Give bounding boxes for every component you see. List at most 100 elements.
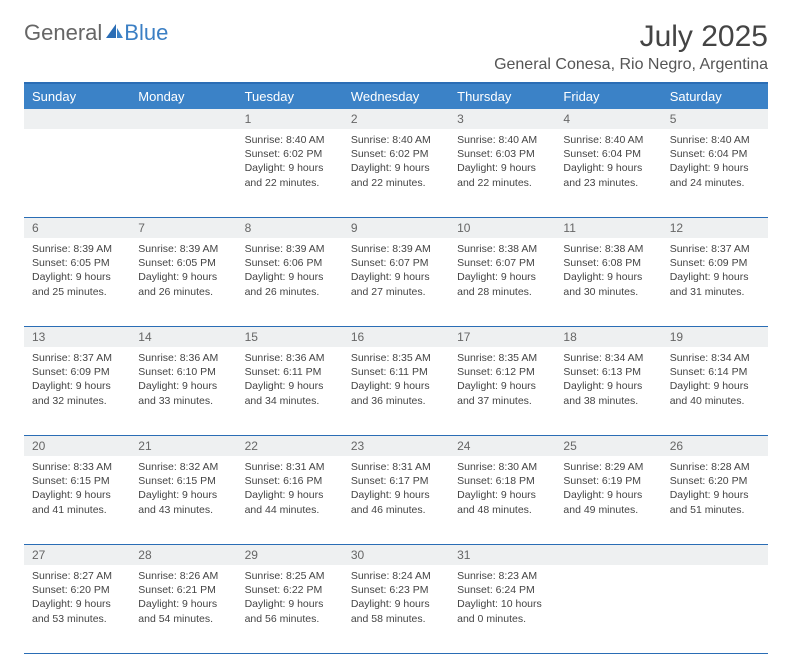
day-cell: Sunrise: 8:35 AMSunset: 6:12 PMDaylight:… <box>449 347 555 436</box>
day-number: 31 <box>449 545 555 566</box>
day1-text: Daylight: 9 hours <box>670 270 760 284</box>
day2-text: and 22 minutes. <box>351 176 441 190</box>
week-row: Sunrise: 8:39 AM Sunset: 6:05 PM Daylight:… <box>24 238 768 327</box>
sunset-text: Sunset: 6:05 PM <box>32 256 122 270</box>
day-cell: Sunrise: 8:40 AMSunset: 6:03 PMDaylight:… <box>449 129 555 218</box>
sunrise-text: Sunrise: 8:36 AM <box>245 351 335 365</box>
day1-text: Daylight: 9 hours <box>457 161 547 175</box>
day1-text: Daylight: 10 hours <box>457 597 547 611</box>
day-number: 15 <box>237 327 343 348</box>
day2-text: and 36 minutes. <box>351 394 441 408</box>
day-cell: Sunrise: 8:38 AMSunset: 6:07 PMDaylight:… <box>449 238 555 327</box>
sunset-text: Sunset: 6:06 PM <box>245 256 335 270</box>
day-cell: Sunrise: 8:34 AMSunset: 6:13 PMDaylight:… <box>555 347 661 436</box>
day-number: 6 <box>24 218 130 239</box>
sunrise-text: Sunrise: 8:40 AM <box>457 133 547 147</box>
logo-text-blue: Blue <box>124 20 168 46</box>
weekday-header: Wednesday <box>343 83 449 109</box>
day-number: 29 <box>237 545 343 566</box>
day2-text: and 27 minutes. <box>351 285 441 299</box>
day2-text: and 32 minutes. <box>32 394 122 408</box>
sunset-text: Sunset: 6:09 PM <box>670 256 760 270</box>
day-cell: Sunrise: 8:37 AMSunset: 6:09 PMDaylight:… <box>24 347 130 436</box>
sunset-text: Sunset: 6:07 PM <box>351 256 441 270</box>
day-number-row: 2728293031 <box>24 545 768 566</box>
sunset-text: Sunset: 6:22 PM <box>245 583 335 597</box>
logo-text-general: General <box>24 20 102 46</box>
day1-text: Daylight: 9 hours <box>563 488 653 502</box>
day1-text: Daylight: 9 hours <box>351 270 441 284</box>
day2-text: and 26 minutes. <box>138 285 228 299</box>
sunrise-text: Sunrise: 8:39 AM <box>351 242 441 256</box>
day1-text: Daylight: 9 hours <box>32 379 122 393</box>
weekday-header: Thursday <box>449 83 555 109</box>
day-cell: Sunrise: 8:40 AMSunset: 6:02 PMDaylight:… <box>343 129 449 218</box>
sunrise-text: Sunrise: 8:27 AM <box>32 569 122 583</box>
day2-text: and 38 minutes. <box>563 394 653 408</box>
sunrise-text: Sunrise: 8:35 AM <box>351 351 441 365</box>
day-number: 18 <box>555 327 661 348</box>
sunrise-text: Sunrise: 8:39 AM <box>138 242 228 256</box>
day1-text: Daylight: 9 hours <box>138 379 228 393</box>
day1-text: Daylight: 9 hours <box>138 597 228 611</box>
day1-text: Daylight: 9 hours <box>138 270 228 284</box>
day-number: 10 <box>449 218 555 239</box>
day2-text: and 37 minutes. <box>457 394 547 408</box>
day1-text: Daylight: 9 hours <box>245 488 335 502</box>
day-cell: Sunrise: 8:39 AMSunset: 6:06 PMDaylight:… <box>237 238 343 327</box>
logo: General Blue <box>24 20 168 46</box>
sunset-text: Sunset: 6:09 PM <box>32 365 122 379</box>
day2-text: and 46 minutes. <box>351 503 441 517</box>
sunrise-text: Sunrise: 8:39 AM <box>245 242 335 256</box>
day1-text: Daylight: 9 hours <box>457 270 547 284</box>
day2-text: and 44 minutes. <box>245 503 335 517</box>
sunrise-text: Sunrise: 8:25 AM <box>245 569 335 583</box>
day2-text: and 28 minutes. <box>457 285 547 299</box>
day2-text: and 53 minutes. <box>32 612 122 626</box>
day-number <box>555 545 661 566</box>
day-number: 16 <box>343 327 449 348</box>
sunset-text: Sunset: 6:21 PM <box>138 583 228 597</box>
day1-text: Daylight: 9 hours <box>670 379 760 393</box>
sunset-text: Sunset: 6:20 PM <box>670 474 760 488</box>
week-row: Sunrise: 8:37 AMSunset: 6:09 PMDaylight:… <box>24 347 768 436</box>
sunrise-text: Sunrise: 8:34 AM <box>670 351 760 365</box>
day-number: 28 <box>130 545 236 566</box>
day2-text: and 54 minutes. <box>138 612 228 626</box>
day1-text: Daylight: 9 hours <box>351 379 441 393</box>
day-cell: Sunrise: 8:36 AMSunset: 6:11 PMDaylight:… <box>237 347 343 436</box>
day1-text: Daylight: 9 hours <box>457 488 547 502</box>
day-number: 2 <box>343 109 449 129</box>
calendar-table: Sunday Monday Tuesday Wednesday Thursday… <box>24 82 768 654</box>
sunset-text: Sunset: 6:02 PM <box>245 147 335 161</box>
day-cell: Sunrise: 8:35 AMSunset: 6:11 PMDaylight:… <box>343 347 449 436</box>
weekday-header: Sunday <box>24 83 130 109</box>
sunset-text: Sunset: 6:19 PM <box>563 474 653 488</box>
sunrise-text: Sunrise: 8:29 AM <box>563 460 653 474</box>
day-number: 19 <box>662 327 768 348</box>
week-row: Sunrise: 8:27 AMSunset: 6:20 PM Daylight:… <box>24 565 768 654</box>
sunrise-text: Sunrise: 8:31 AM <box>351 460 441 474</box>
sunset-text: Sunset: 6:18 PM <box>457 474 547 488</box>
day1-text: Daylight: 9 hours <box>32 488 122 502</box>
day-cell: Sunrise: 8:31 AMSunset: 6:16 PMDaylight:… <box>237 456 343 545</box>
sunrise-text: Sunrise: 8:30 AM <box>457 460 547 474</box>
day-number: 24 <box>449 436 555 457</box>
sunset-text: Sunset: 6:12 PM <box>457 365 547 379</box>
day-number-row: 20212223242526 <box>24 436 768 457</box>
day-number: 26 <box>662 436 768 457</box>
day1-text: Daylight: 9 hours <box>245 270 335 284</box>
day-cell: Sunrise: 8:39 AMSunset: 6:05 PMDaylight:… <box>24 238 130 327</box>
day2-text: and 49 minutes. <box>563 503 653 517</box>
weekday-header-row: Sunday Monday Tuesday Wednesday Thursday… <box>24 83 768 109</box>
day-cell: Sunrise: 8:40 AMSunset: 6:04 PMDaylight:… <box>555 129 661 218</box>
weekday-header: Tuesday <box>237 83 343 109</box>
sunset-text: Sunset: 6:20 PM <box>32 583 122 597</box>
day-cell: Sunrise: 8:27 AMSunset: 6:20 PMDaylight:… <box>24 565 130 654</box>
sunrise-text: Sunrise: 8:40 AM <box>245 133 335 147</box>
day-cell: Sunrise: 8:33 AMSunset: 6:15 PMDaylight:… <box>24 456 130 545</box>
sunset-text: Sunset: 6:24 PM <box>457 583 547 597</box>
sunrise-text: Sunrise: 8:40 AM <box>351 133 441 147</box>
day-cell: Sunrise: 8:26 AMSunset: 6:21 PMDaylight:… <box>130 565 236 654</box>
day-number: 27 <box>24 545 130 566</box>
